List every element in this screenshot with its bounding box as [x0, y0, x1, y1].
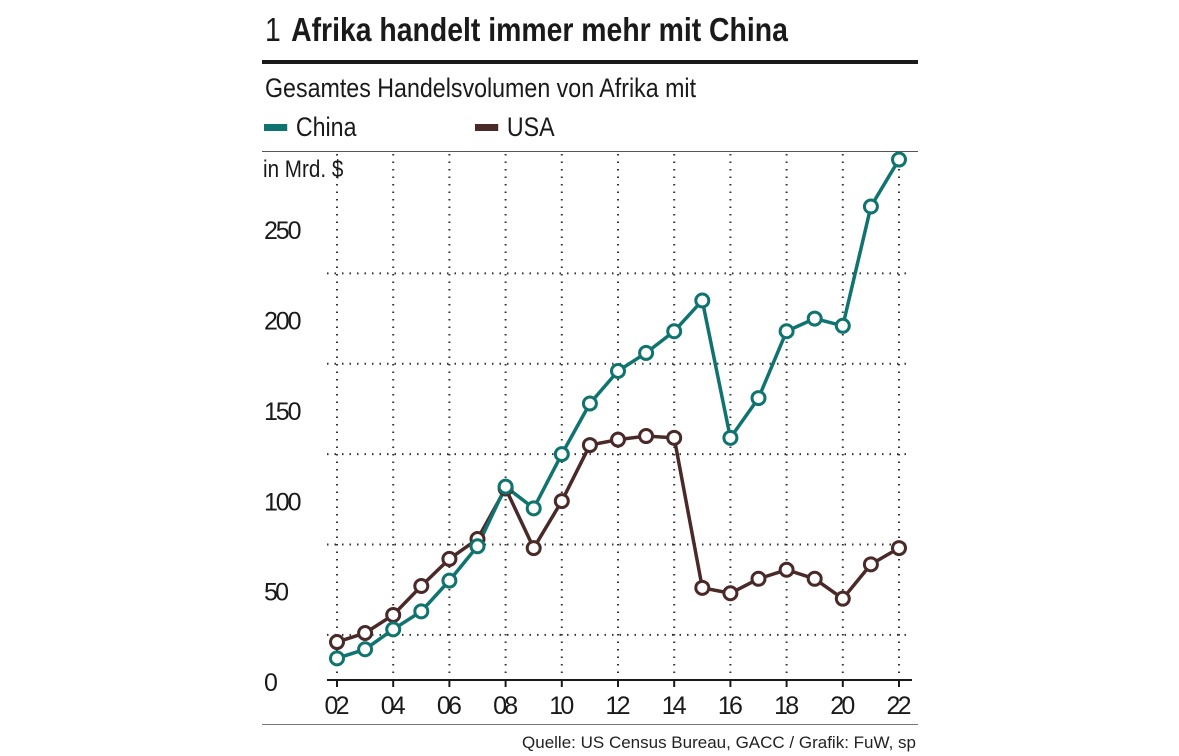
- x-tick-label: 08: [493, 692, 518, 720]
- data-point-usa: [806, 570, 823, 587]
- legend-item-china: China: [264, 110, 356, 144]
- data-point-china: [834, 317, 851, 334]
- data-point-china: [666, 323, 683, 340]
- data-point-usa: [750, 570, 767, 587]
- title-text: Afrika handelt immer mehr mit China: [291, 11, 788, 48]
- data-point-china: [497, 478, 514, 495]
- y-axis-unit: in Mrd. $: [263, 156, 344, 183]
- source-note: Quelle: US Census Bureau, GACC / Grafik:…: [522, 733, 916, 752]
- data-point-usa: [694, 579, 711, 596]
- legend-swatch-china: [264, 123, 288, 131]
- data-point-usa: [413, 578, 430, 595]
- data-point-usa: [357, 625, 374, 642]
- line-chart: 0 50 100 150 200 250 02 04 06 08 10 12 14 16 18 20 22: [264, 151, 912, 720]
- legend-swatch-usa: [475, 123, 499, 131]
- chart-subtitle: Gesamtes Handelsvolumen von Afrika mit: [265, 73, 697, 103]
- data-point-usa: [610, 431, 626, 448]
- footer-divider: [262, 724, 918, 725]
- x-tick-label: 04: [381, 692, 406, 720]
- data-point-usa: [862, 556, 879, 573]
- data-point-china: [357, 641, 374, 658]
- data-point-usa: [525, 540, 542, 557]
- data-point-china: [525, 500, 542, 517]
- x-tick-label: 22: [887, 692, 912, 720]
- data-point-china: [891, 151, 907, 168]
- y-tick-label: 200: [264, 308, 302, 336]
- y-tick-label: 50: [264, 579, 289, 607]
- x-tick-label: 18: [774, 692, 799, 720]
- x-tick-label: 20: [830, 692, 855, 720]
- data-point-china: [441, 572, 458, 589]
- data-point-usa: [778, 561, 795, 578]
- data-point-china: [722, 429, 739, 446]
- data-point-china: [413, 603, 430, 620]
- x-tick-label: 14: [662, 692, 687, 720]
- data-point-usa: [666, 429, 683, 446]
- data-point-china: [553, 446, 570, 463]
- data-point-china: [638, 344, 655, 361]
- header-divider: [262, 151, 918, 152]
- x-tick-label: 06: [437, 692, 462, 720]
- data-point-usa: [385, 606, 402, 623]
- data-point-china: [694, 292, 711, 309]
- data-point-usa: [553, 493, 570, 510]
- y-tick-label: 0: [264, 669, 278, 697]
- y-tick-label: 250: [264, 217, 302, 245]
- data-point-china: [610, 362, 626, 379]
- x-tick-label: 02: [325, 692, 350, 720]
- x-tick-label: 16: [718, 692, 743, 720]
- data-point-usa: [441, 550, 458, 567]
- legend-label-china: China: [295, 111, 357, 142]
- x-tick-label: 10: [549, 692, 574, 720]
- title-rule: [262, 60, 918, 64]
- x-tick-label: 12: [606, 692, 631, 720]
- data-point-china: [750, 390, 767, 407]
- data-point-china: [329, 650, 345, 667]
- data-point-usa: [834, 590, 851, 607]
- data-point-china: [862, 198, 879, 215]
- y-tick-label: 100: [264, 488, 302, 516]
- data-point-china: [806, 310, 823, 327]
- data-point-usa: [581, 437, 598, 454]
- figure-number: 1: [265, 11, 281, 48]
- data-point-china: [385, 621, 402, 638]
- data-point-china: [778, 323, 795, 340]
- data-point-usa: [722, 585, 739, 602]
- data-point-china: [581, 395, 598, 412]
- data-point-usa: [638, 428, 655, 445]
- chart-title: 1 Afrika handelt immer mehr mit China: [265, 10, 788, 50]
- data-point-china: [469, 538, 486, 555]
- data-point-usa: [891, 540, 907, 557]
- legend-label-usa: USA: [506, 111, 555, 142]
- data-point-usa: [329, 634, 345, 651]
- y-tick-label: 150: [264, 398, 302, 426]
- legend-item-usa: USA: [475, 110, 555, 144]
